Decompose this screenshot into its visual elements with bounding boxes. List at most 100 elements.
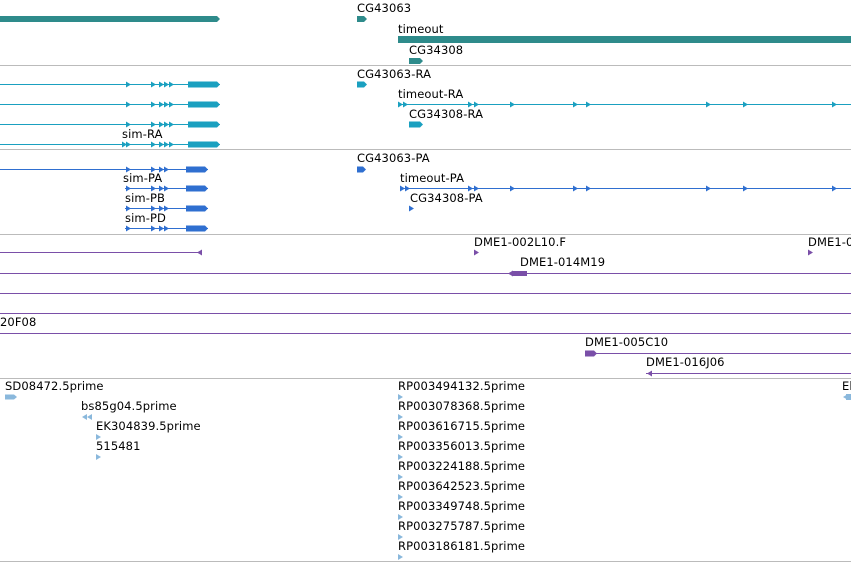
transcript-timeout-exon[interactable] [743,101,748,108]
transcript-timeout-exon[interactable] [510,101,515,108]
protein-exon-arrow[interactable] [159,225,164,232]
protein-exon-block[interactable] [186,185,208,192]
protein-exon-arrow[interactable] [151,185,156,192]
transcript-timeout-exon[interactable] [403,101,408,108]
transcript-exon-arrow[interactable] [164,141,169,148]
gene-label-cg43063[interactable]: CG43063 [357,1,412,15]
est-label-515481[interactable]: 515481 [96,439,141,453]
protein-exon-arrow[interactable] [151,225,156,232]
protein-label-cg34308-pa[interactable]: CG34308-PA [410,191,483,205]
transcript-exon-arrow[interactable] [126,121,131,128]
est-label-partial[interactable]: El [842,379,851,393]
gene-label-timeout[interactable]: timeout [398,22,444,36]
gene-bar-timeout[interactable] [398,36,851,43]
clone-arrow[interactable] [197,249,202,256]
gene-bar-cg43063[interactable] [357,16,367,22]
protein-timeout-exon[interactable] [405,185,410,192]
est-label-bs85g04[interactable]: bs85g04.5prime [81,399,177,413]
protein-cg43063-pa[interactable] [357,166,366,173]
est-label-rp003275787[interactable]: RP003275787.5prime [398,519,526,533]
clone-dme1-002l10f[interactable] [474,249,479,256]
est-bs85g04-a[interactable] [82,414,87,420]
est-rp-arrow[interactable] [398,534,403,540]
clone-dme1-016j06[interactable] [647,370,652,377]
protein-timeout-exon[interactable] [510,185,515,192]
protein-exon-arrow[interactable] [159,166,164,173]
protein-label-timeout-pa[interactable]: timeout-PA [400,171,465,185]
protein-exon-block[interactable] [186,205,208,212]
transcript-timeout-exon[interactable] [468,101,473,108]
est-sd08472[interactable] [5,394,17,400]
clone-label-dme1-partial[interactable]: DME1-0 [808,235,851,249]
transcript-exon-block[interactable] [188,101,220,108]
gene-bar-cg34308[interactable] [409,58,423,64]
transcript-exon-arrow[interactable] [169,81,174,88]
transcript-exon-arrow[interactable] [164,121,169,128]
est-label-sd08472[interactable]: SD08472.5prime [5,379,104,393]
protein-timeout-exon[interactable] [586,185,591,192]
transcript-exon-arrow[interactable] [151,121,156,128]
transcript-exon-arrow[interactable] [151,101,156,108]
protein-timeout-exon[interactable] [706,185,711,192]
protein-exon-arrow[interactable] [126,205,131,212]
est-label-rp003616715[interactable]: RP003616715.5prime [398,419,526,433]
est-rp-arrow[interactable] [398,394,403,400]
protein-exon-arrow[interactable] [151,166,156,173]
transcript-exon-arrow[interactable] [126,141,131,148]
protein-exon-block[interactable] [186,166,208,173]
transcript-exon-arrow[interactable] [169,141,174,148]
protein-timeout-exon[interactable] [743,185,748,192]
transcript-exon-block[interactable] [188,121,220,128]
est-rp-arrow[interactable] [398,454,403,460]
transcript-exon-arrow[interactable] [151,81,156,88]
protein-label-sim-pa[interactable]: sim-PA [123,171,163,185]
gene-bar-sim[interactable] [0,16,220,22]
transcript-exon-block[interactable] [188,81,220,88]
protein-timeout-exon[interactable] [832,185,837,192]
protein-exon-arrow[interactable] [159,185,164,192]
transcript-timeout-exon[interactable] [474,101,479,108]
est-rp-arrow[interactable] [398,434,403,440]
protein-label-sim-pd[interactable]: sim-PD [125,211,166,225]
transcript-label-sim-ra[interactable]: sim-RA [122,127,163,141]
est-label-rp003642523[interactable]: RP003642523.5prime [398,479,526,493]
est-label-rp003078368[interactable]: RP003078368.5prime [398,399,526,413]
transcript-exon-arrow[interactable] [126,81,131,88]
protein-exon-arrow[interactable] [159,205,164,212]
est-partial-bar[interactable] [846,394,851,400]
transcript-label-cg43063-ra[interactable]: CG43063-RA [357,67,432,81]
protein-timeout-exon[interactable] [468,185,473,192]
est-label-rp003494132[interactable]: RP003494132.5prime [398,379,526,393]
est-rp-arrow[interactable] [398,514,403,520]
transcript-exon-arrow[interactable] [159,121,164,128]
protein-exon-block[interactable] [186,225,208,232]
transcript-label-timeout-ra[interactable]: timeout-RA [398,87,464,101]
est-ek304839[interactable] [96,434,101,440]
clone-dme1-partial[interactable] [808,249,813,256]
transcript-exon-block[interactable] [188,141,220,148]
transcript-exon-arrow[interactable] [169,101,174,108]
est-rp-arrow[interactable] [398,554,403,560]
transcript-exon-arrow[interactable] [159,81,164,88]
protein-exon-arrow[interactable] [164,185,169,192]
transcript-exon-arrow[interactable] [126,101,131,108]
protein-timeout-exon[interactable] [400,185,405,192]
transcript-exon-arrow[interactable] [122,141,127,148]
transcript-cg34308-ra[interactable] [409,121,423,128]
transcript-exon-arrow[interactable] [159,101,164,108]
transcript-cg43063-ra[interactable] [357,81,367,88]
protein-exon-arrow[interactable] [126,185,131,192]
est-rp-arrow[interactable] [398,494,403,500]
protein-timeout-exon[interactable] [573,185,578,192]
protein-label-cg43063-pa[interactable]: CG43063-PA [357,151,430,165]
transcript-exon-arrow[interactable] [164,81,169,88]
protein-cg34308-pa[interactable] [409,205,414,212]
clone-label-dme1-014m19[interactable]: DME1-014M19 [520,255,606,269]
protein-exon-arrow[interactable] [164,205,169,212]
transcript-timeout-exon[interactable] [573,101,578,108]
est-label-rp003349748[interactable]: RP003349748.5prime [398,499,526,513]
transcript-exon-arrow[interactable] [169,121,174,128]
protein-exon-arrow[interactable] [126,166,131,173]
est-label-rp003224188[interactable]: RP003224188.5prime [398,459,526,473]
clone-dme1-014m19-arrow[interactable] [508,270,513,277]
